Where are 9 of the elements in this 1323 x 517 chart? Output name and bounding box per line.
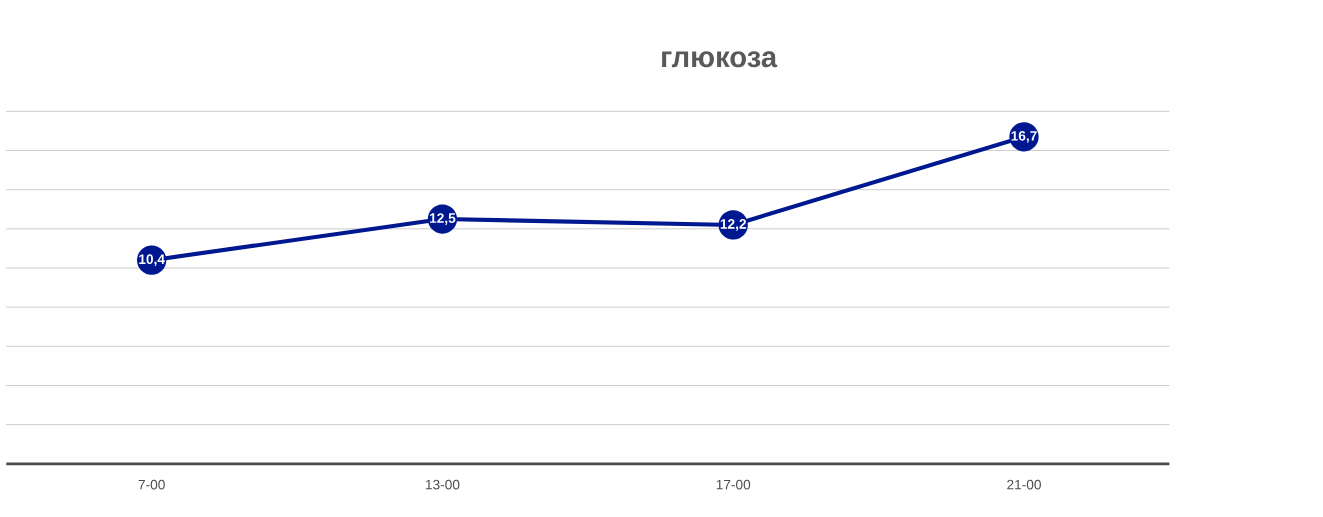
data-label: 16,7: [1011, 131, 1037, 143]
chart-title: глюкоза: [662, 51, 778, 68]
x-tick-label: 7-00: [138, 479, 165, 490]
data-label: 10,4: [139, 254, 165, 267]
data-label: 12,5: [429, 213, 456, 226]
data-label: 12,2: [720, 219, 746, 231]
x-tick-label: 17-00: [716, 479, 751, 490]
x-tick-label: 13-00: [425, 479, 460, 490]
x-tick-label: 21-00: [1007, 479, 1041, 490]
